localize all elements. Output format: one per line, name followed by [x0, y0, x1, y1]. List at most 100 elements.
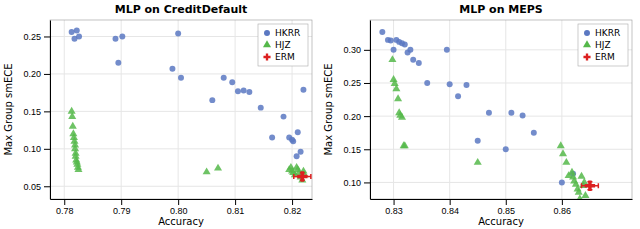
grid-line — [50, 111, 312, 112]
tick-label: 0.79 — [113, 206, 131, 216]
legend-label: ERM — [595, 52, 615, 62]
tick-label: 0.25 — [23, 32, 41, 42]
point — [214, 164, 222, 171]
point — [531, 130, 537, 136]
point — [486, 110, 492, 116]
axis-line — [50, 21, 51, 200]
tick-label: 0.78 — [56, 206, 74, 216]
legend-item: HJZ — [263, 40, 291, 50]
tick-mark — [292, 199, 293, 205]
tick-mark — [450, 199, 451, 205]
tick-mark — [364, 116, 370, 117]
tick-label: 0.10 — [343, 178, 361, 188]
legend-symbol — [583, 53, 590, 60]
point — [68, 112, 76, 119]
axis-line — [51, 199, 313, 200]
x-axis: 0.78 0.79 0.80 0.81 0.82 — [51, 199, 313, 216]
tick-mark — [364, 149, 370, 150]
grid-line — [121, 20, 122, 199]
point — [572, 180, 580, 187]
series — [388, 55, 589, 199]
point — [392, 84, 400, 91]
point — [209, 97, 215, 103]
point — [178, 75, 184, 81]
legend-item: HJZ — [583, 40, 611, 50]
legend-label: HKRR — [595, 28, 620, 38]
point — [508, 110, 514, 116]
tick: 0.25 — [343, 78, 370, 88]
point — [203, 167, 211, 174]
tick: 0.10 — [343, 178, 370, 188]
series — [379, 29, 576, 185]
point — [503, 146, 509, 152]
point — [520, 112, 526, 118]
point — [474, 158, 482, 165]
legend-label: HJZ — [595, 40, 611, 50]
tick-mark — [178, 199, 179, 205]
legend: HKRR HJZ ERM — [578, 24, 628, 66]
point — [568, 168, 576, 175]
point — [175, 30, 181, 36]
legend: HKRRHJZERM — [258, 24, 308, 66]
legend-label: HKRR — [275, 28, 300, 38]
point — [464, 82, 470, 88]
point — [69, 29, 75, 35]
point — [388, 55, 396, 62]
tick: 0.82 — [284, 199, 302, 216]
tick-label: 0.83 — [385, 206, 403, 216]
grid-line — [561, 20, 562, 199]
legend-symbol — [263, 53, 270, 60]
tick: 0.78 — [56, 199, 74, 216]
point — [68, 107, 76, 114]
tick-mark — [44, 111, 50, 112]
panel: 0.78 0.79 0.80 0.81 0.82 0.05 0.10 0.15 0.20 0.25… — [3, 3, 313, 227]
point — [559, 149, 567, 156]
point — [74, 28, 80, 34]
tick-label: 0.15 — [343, 145, 361, 155]
point — [221, 75, 227, 81]
legend-item: HKRR — [264, 28, 300, 38]
tick-label: 0.80 — [170, 206, 188, 216]
tick: 0.30 — [343, 45, 370, 55]
point — [557, 141, 565, 148]
tick-label: 0.10 — [23, 144, 41, 154]
point — [416, 60, 422, 66]
legend-frame — [258, 24, 308, 66]
point — [562, 158, 570, 165]
tick-mark — [364, 50, 370, 51]
grid-line — [505, 20, 506, 199]
point — [115, 60, 121, 66]
tick-mark — [44, 149, 50, 150]
chart-title: MLP on CreditDefault — [115, 3, 248, 16]
point — [569, 172, 577, 179]
series — [69, 28, 307, 160]
tick-label: 0.81 — [227, 206, 245, 216]
tick: 0.79 — [113, 199, 131, 216]
tick-mark — [121, 199, 122, 205]
series — [294, 171, 311, 181]
point — [390, 75, 398, 82]
tick-label: 0.30 — [343, 45, 361, 55]
tick-mark — [364, 182, 370, 183]
tick: 0.15 — [343, 145, 370, 155]
panel: 0.830.840.850.860.100.150.200.250.30MLP … — [323, 3, 633, 227]
legend-symbol — [583, 40, 591, 47]
tick: 0.20 — [343, 112, 370, 122]
tick: 0.25 — [23, 32, 50, 42]
legend-item: ERM — [583, 52, 614, 62]
grid-line — [449, 20, 450, 199]
axis-line — [370, 21, 371, 200]
tick-label: 0.84 — [441, 206, 459, 216]
tick: 0.83 — [385, 199, 403, 216]
legend-symbol — [264, 30, 270, 36]
point — [394, 94, 402, 101]
tick-label: 0.82 — [284, 206, 302, 216]
tick-label: 0.20 — [343, 112, 361, 122]
grid-line — [64, 20, 65, 199]
tick-label: 0.15 — [23, 107, 41, 117]
tick-label: 0.05 — [23, 182, 41, 192]
point — [298, 149, 304, 155]
point — [290, 138, 296, 144]
tick: 0.20 — [23, 69, 50, 79]
tick-mark — [64, 199, 65, 205]
